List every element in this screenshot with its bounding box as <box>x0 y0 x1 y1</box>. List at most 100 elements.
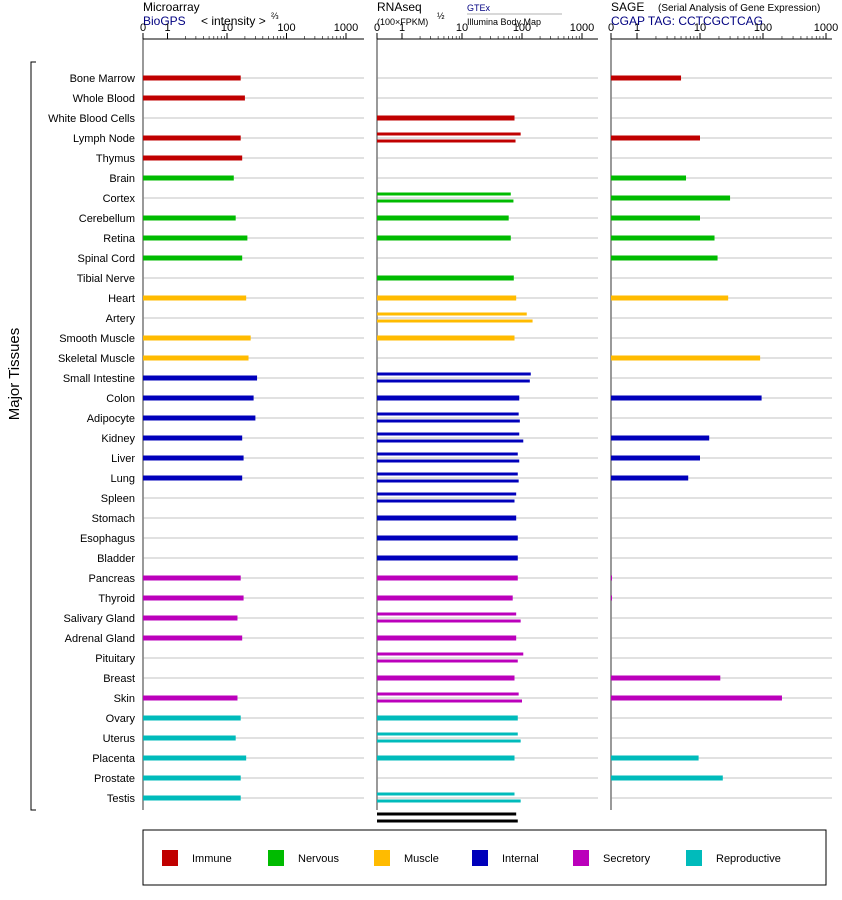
tissue-label: Liver <box>111 453 135 465</box>
tissue-label: Prostate <box>94 773 135 785</box>
tissue-label: Adipocyte <box>87 413 135 425</box>
microarray-bar <box>143 155 243 161</box>
intensity-label: < intensity > <box>201 14 266 28</box>
tissue-label: Thymus <box>96 153 136 165</box>
microarray-bar <box>143 375 258 381</box>
legend-label-reproductive: Reproductive <box>716 853 781 865</box>
rnaseq-bar <box>377 755 515 761</box>
rnaseq-panel: 0 1 10 100 1000 <box>374 22 598 823</box>
sage-bar <box>611 355 761 361</box>
fpkm-exponent: ½ <box>437 11 445 21</box>
rnaseq-bar <box>377 515 517 521</box>
sage-bar <box>611 695 782 701</box>
sage-bar <box>611 175 687 181</box>
rnaseq-bar <box>377 699 522 703</box>
legend-swatch-internal <box>472 850 488 866</box>
sage-title: SAGE <box>611 0 644 14</box>
microarray-bar <box>143 255 243 261</box>
tissue-label: Thyroid <box>98 593 135 605</box>
tissue-label: Testis <box>107 793 136 805</box>
biogps-label: BioGPS <box>143 14 186 28</box>
rnaseq-bar <box>377 215 509 221</box>
rnaseq-bar <box>377 575 518 581</box>
legend-swatch-reproductive <box>686 850 702 866</box>
rnaseq-bar <box>377 379 530 383</box>
tissue-label: Lung <box>111 473 135 485</box>
sage-bar <box>611 675 721 681</box>
rnaseq-bar <box>377 139 516 143</box>
rnaseq-title: RNAseq <box>377 0 422 14</box>
sage-bar <box>611 255 718 261</box>
microarray-bar <box>143 435 243 441</box>
tissue-label: Cerebellum <box>79 213 135 225</box>
rnaseq-tick-label: 1 <box>399 22 405 34</box>
microarray-bar <box>143 755 247 761</box>
tissue-label: Uterus <box>103 733 136 745</box>
legend-label-secretory: Secretory <box>603 853 651 865</box>
tissue-label: Stomach <box>92 513 135 525</box>
sage-header: SAGE (Serial Analysis of Gene Expression… <box>611 0 820 28</box>
rnaseq-bar <box>377 192 511 196</box>
tissue-label: Brain <box>109 173 135 185</box>
rnaseq-bar <box>377 659 518 663</box>
microarray-bar <box>143 715 241 721</box>
microarray-header: Microarray BioGPS < intensity > ⅔ <box>143 0 279 28</box>
microarray-bar <box>143 135 241 141</box>
rnaseq-bar <box>377 792 515 796</box>
tissue-label: Cortex <box>103 193 136 205</box>
rnaseq-tick-label: 10 <box>456 22 468 34</box>
rnaseq-bar <box>377 132 521 136</box>
legend-label-nervous: Nervous <box>298 853 339 865</box>
microarray-bar <box>143 415 256 421</box>
sage-panel: 0 1 10 100 1000 <box>608 22 838 810</box>
microarray-bar <box>143 475 243 481</box>
y-axis-bracket <box>30 61 36 811</box>
rnaseq-bar <box>377 799 521 803</box>
y-axis-label: Major Tissues <box>6 328 23 421</box>
tissue-label: Small Intestine <box>63 373 135 385</box>
tissue-label: Adrenal Gland <box>65 633 135 645</box>
rnaseq-bar <box>377 692 519 696</box>
microarray-bar <box>143 295 247 301</box>
tissue-label: Smooth Muscle <box>59 333 135 345</box>
microarray-bar <box>143 695 238 701</box>
tissue-label: Spleen <box>101 493 135 505</box>
microarray-bar <box>143 235 248 241</box>
sage-bar <box>611 435 710 441</box>
rnaseq-bar <box>377 439 524 443</box>
rnaseq-header: RNAseq (100×FPKM) ½ GTEx Illumina Body M… <box>377 0 562 27</box>
intensity-exponent: ⅔ <box>271 11 279 21</box>
tissue-label: Tibial Nerve <box>77 273 135 285</box>
microarray-tick-label: 10 <box>221 22 233 34</box>
tissue-label: Heart <box>108 293 135 305</box>
microarray-tick-label: 1000 <box>334 22 358 34</box>
sage-bar <box>611 295 729 301</box>
microarray-bar <box>143 615 238 621</box>
rnaseq-bar <box>377 335 515 341</box>
microarray-tick-label: 0 <box>140 22 146 34</box>
microarray-bar <box>143 635 243 641</box>
sage-tick-label: 100 <box>754 22 772 34</box>
microarray-bar <box>143 355 249 361</box>
legend-swatch-secretory <box>573 850 589 866</box>
rnaseq-bar <box>377 612 517 616</box>
microarray-bar <box>143 395 254 401</box>
microarray-bar <box>143 95 245 101</box>
rnaseq-bar <box>377 812 517 816</box>
rnaseq-bar <box>377 739 521 743</box>
rnaseq-bar <box>377 295 517 301</box>
rnaseq-bar <box>377 595 513 601</box>
fpkm-label: (100×FPKM) <box>377 17 428 27</box>
microarray-bar <box>143 335 251 341</box>
tissue-label: Kidney <box>101 433 135 445</box>
tissue-label: Pituitary <box>95 653 135 665</box>
rnaseq-bar <box>377 432 520 436</box>
illumina-label: Illumina Body Map <box>467 17 541 27</box>
rnaseq-bar <box>377 652 524 656</box>
tissue-label: Whole Blood <box>73 93 135 105</box>
microarray-panel: 0 1 10 100 1000 <box>140 22 364 810</box>
tissue-label: Retina <box>103 233 136 245</box>
rnaseq-bar <box>377 199 514 203</box>
rnaseq-bar <box>377 715 518 721</box>
microarray-bar <box>143 455 244 461</box>
